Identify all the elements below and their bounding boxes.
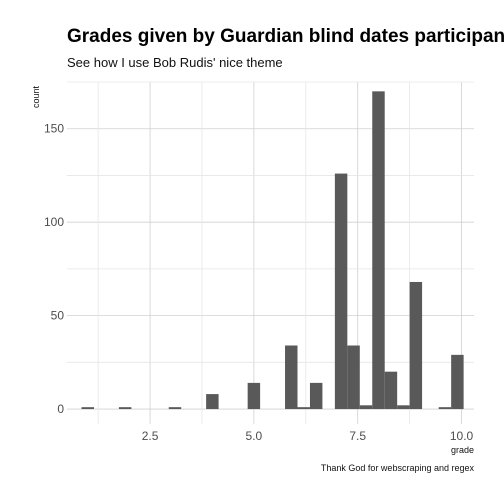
histogram-bar bbox=[409, 281, 423, 410]
histogram-bar bbox=[347, 345, 360, 410]
grid-lines bbox=[67, 81, 474, 424]
x-tick-label: 5.0 bbox=[246, 429, 263, 443]
y-tick-label: 150 bbox=[44, 122, 64, 136]
histogram-bar bbox=[81, 407, 94, 410]
histogram-bar bbox=[334, 173, 348, 410]
histogram-bars bbox=[81, 91, 464, 410]
histogram-bar bbox=[451, 354, 464, 410]
histogram-bar bbox=[247, 382, 261, 410]
y-axis-label: count bbox=[31, 86, 41, 109]
y-tick-label: 50 bbox=[51, 309, 65, 323]
histogram-bar bbox=[309, 382, 323, 410]
x-axis-ticks: 2.5 5.0 7.5 10.0 bbox=[142, 429, 474, 443]
histogram-bar bbox=[372, 91, 385, 410]
x-tick-label: 7.5 bbox=[349, 429, 366, 443]
x-axis-label: grade bbox=[451, 445, 474, 455]
y-tick-label: 100 bbox=[44, 215, 64, 229]
x-tick-label: 2.5 bbox=[142, 429, 159, 443]
histogram-bar bbox=[285, 345, 298, 410]
histogram-bar bbox=[384, 371, 398, 410]
chart-subtitle: See how I use Bob Rudis' nice theme bbox=[67, 55, 283, 70]
histogram-bar bbox=[206, 394, 219, 410]
y-tick-label: 0 bbox=[57, 402, 64, 416]
histogram-bar bbox=[297, 407, 310, 410]
histogram-bar bbox=[397, 405, 410, 410]
histogram-bar bbox=[438, 407, 452, 410]
histogram-bar bbox=[168, 407, 182, 410]
y-axis-ticks: 0 50 100 150 bbox=[44, 122, 64, 416]
chart-title: Grades given by Guardian blind dates par… bbox=[67, 26, 504, 47]
x-tick-label: 10.0 bbox=[450, 429, 474, 443]
histogram-bar bbox=[118, 407, 132, 410]
histogram-bar bbox=[359, 405, 373, 410]
chart-caption: Thank God for webscraping and regex bbox=[320, 463, 474, 473]
